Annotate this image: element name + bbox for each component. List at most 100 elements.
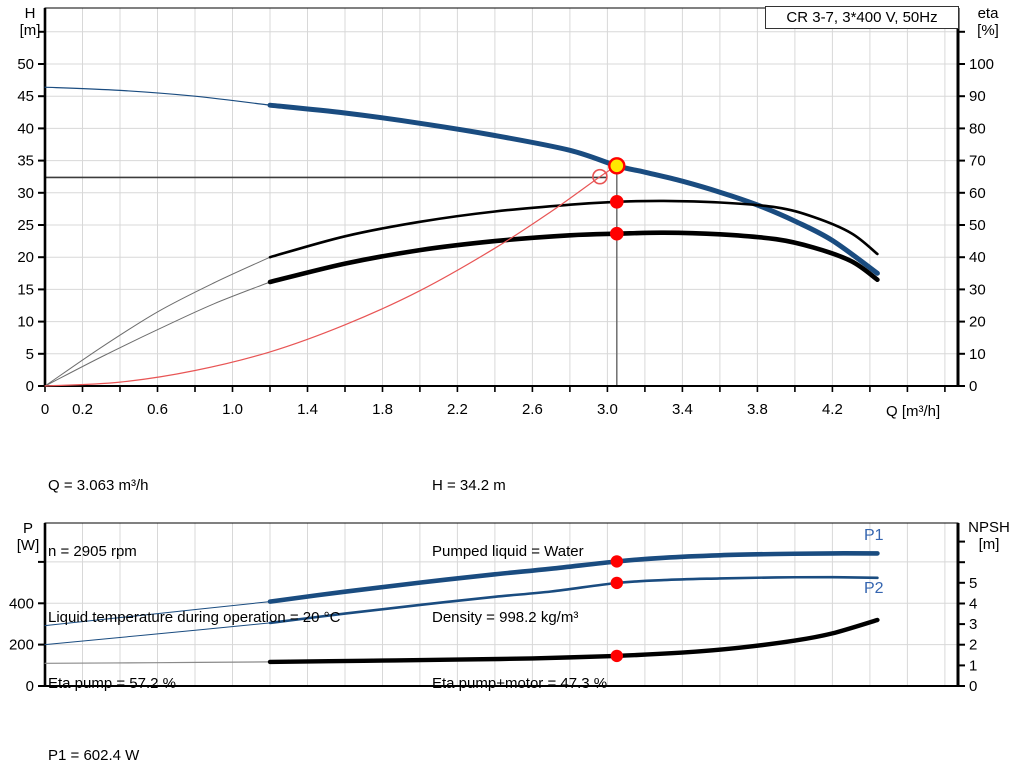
svg-text:90: 90 (969, 88, 986, 105)
duty-eta-pump-motor: Eta pump+motor = 47.3 % (432, 675, 608, 692)
h-axis-title: H [m] (12, 5, 48, 39)
svg-text:2.2: 2.2 (447, 401, 468, 418)
p1-curve (267, 551, 880, 604)
p2-curve-label: P2 (864, 580, 884, 597)
svg-text:20: 20 (17, 249, 34, 266)
p2-curve-thin (44, 622, 271, 646)
eta-pump-motor-point-marker (610, 226, 624, 241)
p-axis-unit: [W] (16, 537, 40, 554)
svg-text:80: 80 (969, 120, 986, 137)
svg-text:50: 50 (17, 56, 34, 73)
svg-text:15: 15 (17, 281, 34, 298)
svg-text:45: 45 (17, 88, 34, 105)
hq-eta-chart: 0 5 10 15 20 25 30 35 40 45 50 0 10 20 30 40 50 60 70 80 90 1… (17, 7, 994, 418)
p1-point-marker (610, 555, 623, 568)
svg-text:1.8: 1.8 (372, 401, 393, 418)
duty-info-left: Q = 3.063 m³/h n = 2905 rpm Liquid tempe… (48, 431, 340, 739)
eta-axis-unit: [%] (977, 22, 999, 39)
duty-head: H = 34.2 m (432, 477, 506, 494)
svg-text:30: 30 (969, 281, 986, 298)
svg-text:50: 50 (969, 217, 986, 234)
npsh-curve-thin (44, 661, 271, 664)
svg-text:2.6: 2.6 (522, 401, 543, 418)
svg-text:0.2: 0.2 (72, 401, 93, 418)
npsh-axis-unit: [m] (978, 536, 1000, 553)
svg-text:1: 1 (969, 657, 977, 674)
svg-text:1.0: 1.0 (222, 401, 243, 418)
plot-border (44, 7, 959, 387)
svg-text:3.4: 3.4 (672, 401, 693, 418)
grid (45, 8, 958, 386)
eta-axis-symbol: eta (977, 5, 999, 22)
svg-text:400: 400 (9, 595, 34, 612)
svg-text:3: 3 (969, 616, 977, 633)
duty-eta-pump: Eta pump = 57.2 % (48, 675, 176, 692)
svg-text:100: 100 (969, 56, 994, 73)
p1-value: P1 = 602.4 W (48, 747, 140, 764)
y-tick-labels: 0 200 400 0 1 2 3 4 5 (9, 540, 977, 695)
duty-liquid-temp: Liquid temperature during operation = 20… (48, 609, 341, 626)
svg-text:5: 5 (26, 346, 34, 363)
svg-text:4: 4 (969, 596, 977, 613)
h-axis-symbol: H (24, 5, 36, 22)
p1-curve-label: P1 (864, 527, 884, 544)
npsh-curve (267, 617, 880, 665)
svg-text:2: 2 (969, 637, 977, 654)
duty-q: Q = 3.063 m³/h (48, 477, 149, 494)
svg-text:40: 40 (17, 120, 34, 137)
eta-pump-curve (268, 199, 879, 259)
duty-info-right: H = 34.2 m Pumped liquid = Water Density… (432, 431, 607, 739)
eta-axis-title: eta [%] (968, 5, 1008, 39)
power-npsh-chart: 0 200 400 0 1 2 3 4 5 (9, 522, 977, 695)
duty-density: Density = 998.2 kg/m³ (432, 609, 579, 626)
p-axis-title: P [W] (10, 520, 46, 554)
svg-text:1.4: 1.4 (297, 401, 318, 418)
svg-text:40: 40 (969, 249, 986, 266)
svg-text:0: 0 (41, 401, 49, 418)
p-axis-symbol: P (22, 520, 33, 537)
eta-pump-curve-thin (44, 256, 271, 387)
x-tick-labels: 0 0.2 0.6 1.0 1.4 1.8 2.2 2.6 3.0 3.4 3.8 4.2 (41, 386, 946, 418)
npsh-axis-symbol: NPSH (968, 519, 1010, 536)
p2-point-marker (610, 576, 623, 590)
svg-text:3.0: 3.0 (597, 401, 618, 418)
duty-reference-lines (45, 165, 618, 386)
power-info: P1 = 602.4 W P2 = 498.2 W NPSH = 1.46 m (48, 701, 153, 781)
y-tick-labels: 0 5 10 15 20 25 30 35 40 45 50 0 10 20 30 40 50 60 70 80 90 1… (17, 30, 994, 395)
p1-curve-thin (44, 601, 271, 627)
svg-text:200: 200 (9, 637, 34, 654)
duty-point-marker (608, 157, 626, 175)
npsh-point-marker (610, 649, 623, 663)
npsh-axis-title: NPSH [m] (962, 519, 1016, 553)
h-curve (267, 102, 880, 276)
eta-pump-motor-curve-thin (44, 281, 271, 387)
svg-text:25: 25 (17, 217, 34, 234)
svg-text:10: 10 (969, 346, 986, 363)
pump-model-box: CR 3-7, 3*400 V, 50Hz (765, 6, 959, 29)
svg-text:4.2: 4.2 (822, 401, 843, 418)
svg-text:0: 0 (26, 678, 34, 695)
svg-text:10: 10 (17, 314, 34, 331)
svg-text:0.6: 0.6 (147, 401, 168, 418)
svg-text:0: 0 (969, 678, 977, 695)
system-curve (44, 165, 618, 387)
svg-text:60: 60 (969, 185, 986, 202)
p2-curve (268, 575, 879, 625)
svg-text:30: 30 (17, 185, 34, 202)
svg-text:0: 0 (26, 378, 34, 395)
svg-text:70: 70 (969, 153, 986, 170)
svg-text:20: 20 (969, 314, 986, 331)
q-axis-title: Q [m³/h] (886, 403, 941, 420)
requested-duty-point-marker (592, 168, 608, 185)
h-curve-thin (44, 86, 271, 106)
duty-pumped-liquid: Pumped liquid = Water (432, 543, 584, 560)
duty-speed: n = 2905 rpm (48, 543, 137, 560)
h-axis-unit: [m] (19, 22, 41, 39)
svg-text:3.8: 3.8 (747, 401, 768, 418)
svg-text:5: 5 (969, 575, 977, 592)
svg-text:0: 0 (969, 378, 977, 395)
eta-pump-motor-curve (267, 230, 880, 285)
svg-text:35: 35 (17, 153, 34, 170)
